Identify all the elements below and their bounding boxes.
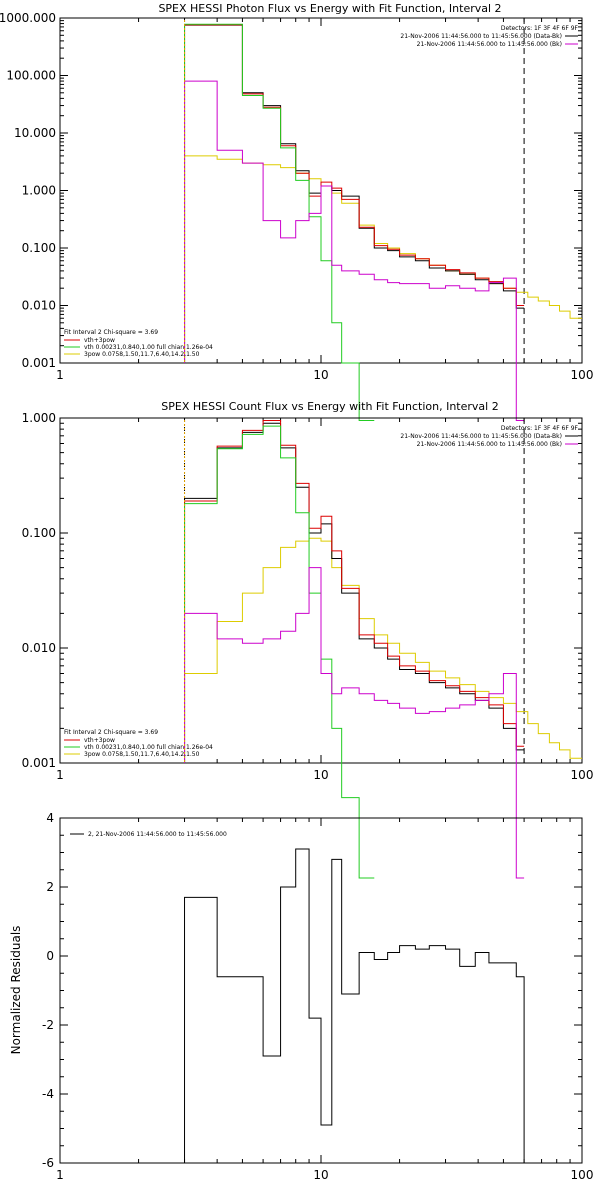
x-tick-label: 10	[313, 768, 328, 782]
y-tick-label: 0.001	[22, 756, 56, 770]
x-tick-label: 100	[571, 768, 594, 782]
photon-flux-panel: SPEX HESSI Photon Flux vs Energy with Fi…	[0, 2, 593, 421]
y-tick-label: 0.100	[22, 241, 56, 255]
count-flux-legend-data-bk: 21-Nov-2006 11:44:56.000 to 11:45:56.000…	[400, 433, 562, 440]
y-tick-label: 0	[46, 949, 54, 963]
series-bk	[184, 420, 525, 763]
photon-flux-fit-3pow: 3pow 0.0758,1.50,11.7,6.40,14.2,1.50	[84, 351, 200, 358]
count-flux-energy-markers	[184, 418, 525, 763]
count-flux-title: SPEX HESSI Count Flux vs Energy with Fit…	[161, 400, 498, 413]
y-tick-label: -6	[42, 1156, 54, 1170]
y-tick-label: 10.000	[14, 126, 56, 140]
series-thermal	[184, 80, 525, 421]
count-flux-legend: Detectors: 1F 3F 4F 6F 9F 21-Nov-2006 11…	[400, 425, 578, 448]
photon-flux-legend-bk: 21-Nov-2006 11:44:56.000 to 11:45:56.000…	[417, 41, 562, 48]
y-tick-label: -4	[42, 1087, 54, 1101]
count-flux-panel: SPEX HESSI Count Flux vs Energy with Fit…	[22, 400, 594, 879]
x-tick-label: 1	[56, 368, 64, 382]
series-thermal	[184, 567, 525, 879]
series-fit	[184, 23, 375, 421]
residuals-series	[184, 848, 525, 1163]
photon-flux-legend: Detectors: 1F 3F 4F 6F 9F 21-Nov-2006 11…	[400, 25, 578, 48]
photon-flux-fit-vth: vth 0.00231,0.840,1.00 full chian 1.26e-…	[84, 344, 213, 351]
photon-flux-legend-data-bk: 21-Nov-2006 11:44:56.000 to 11:45:56.000…	[400, 33, 562, 40]
y-tick-label: 1000.000	[0, 11, 56, 25]
residuals-ylabel: Normalized Residuals	[9, 926, 23, 1055]
y-tick-label: -2	[42, 1018, 54, 1032]
count-flux-legend-header: Detectors: 1F 3F 4F 6F 9F	[501, 425, 579, 432]
residuals-ticks: 1 10 100 4 2 0 -2 -4 -6	[42, 811, 593, 1182]
photon-flux-fit-legend: Fit Interval 2 Chi-square = 3.69 vth+3po…	[64, 329, 213, 358]
photon-flux-fit-info: Fit Interval 2 Chi-square = 3.69	[64, 329, 158, 336]
x-tick-label: 1	[56, 1168, 64, 1182]
y-tick-label: 100.000	[6, 69, 56, 83]
y-tick-label: 4	[46, 811, 54, 825]
count-flux-legend-bk: 21-Nov-2006 11:44:56.000 to 11:45:56.000…	[417, 441, 562, 448]
count-flux-fit-info: Fit Interval 2 Chi-square = 3.69	[64, 729, 158, 736]
photon-flux-fit-model: vth+3pow	[84, 337, 115, 344]
residuals-legend: 2, 21-Nov-2006 11:44:56.000 to 11:45:56.…	[70, 831, 227, 838]
count-flux-fit-model: vth+3pow	[84, 737, 115, 744]
x-tick-label: 100	[571, 368, 594, 382]
y-tick-label: 1.000	[22, 184, 56, 198]
series-3pow-yellow	[184, 537, 582, 763]
x-tick-label: 10	[313, 368, 328, 382]
x-tick-label: 10	[313, 1168, 328, 1182]
y-tick-label: 0.010	[22, 299, 56, 313]
photon-flux-legend-header: Detectors: 1F 3F 4F 6F 9F	[501, 25, 579, 32]
y-tick-label: 0.001	[22, 356, 56, 370]
residuals-panel: Normalized Residuals 1 10 100 4 2 0 -2 -4 -6 2, …	[9, 811, 593, 1182]
y-tick-label: 1.000	[22, 411, 56, 425]
photon-flux-title: SPEX HESSI Photon Flux vs Energy with Fi…	[158, 2, 501, 15]
series-residuals	[184, 848, 525, 1163]
count-flux-series	[184, 420, 582, 879]
count-flux-ticks: 1 10 100 0.001 0.010 0.100 1.000	[22, 411, 594, 782]
y-tick-label: 0.100	[22, 526, 56, 540]
x-tick-label: 1	[56, 768, 64, 782]
y-tick-label: 0.010	[22, 641, 56, 655]
count-flux-fit-3pow: 3pow 0.0758,1.50,11.7,6.40,14.2,1.50	[84, 751, 200, 758]
photon-flux-ticks: 1 10 100 0.001 0.010 0.100 1.000 10.000 100.000 1…	[0, 11, 593, 382]
count-flux-fit-legend: Fit Interval 2 Chi-square = 3.69 vth+3po…	[64, 729, 213, 758]
series-fit	[184, 425, 375, 879]
y-tick-label: 2	[46, 880, 54, 894]
residuals-legend-label: 2, 21-Nov-2006 11:44:56.000 to 11:45:56.…	[88, 831, 227, 838]
count-flux-fit-vth: vth 0.00231,0.840,1.00 full chian 1.26e-…	[84, 744, 213, 751]
photon-flux-series	[184, 20, 582, 421]
x-tick-label: 100	[571, 1168, 594, 1182]
